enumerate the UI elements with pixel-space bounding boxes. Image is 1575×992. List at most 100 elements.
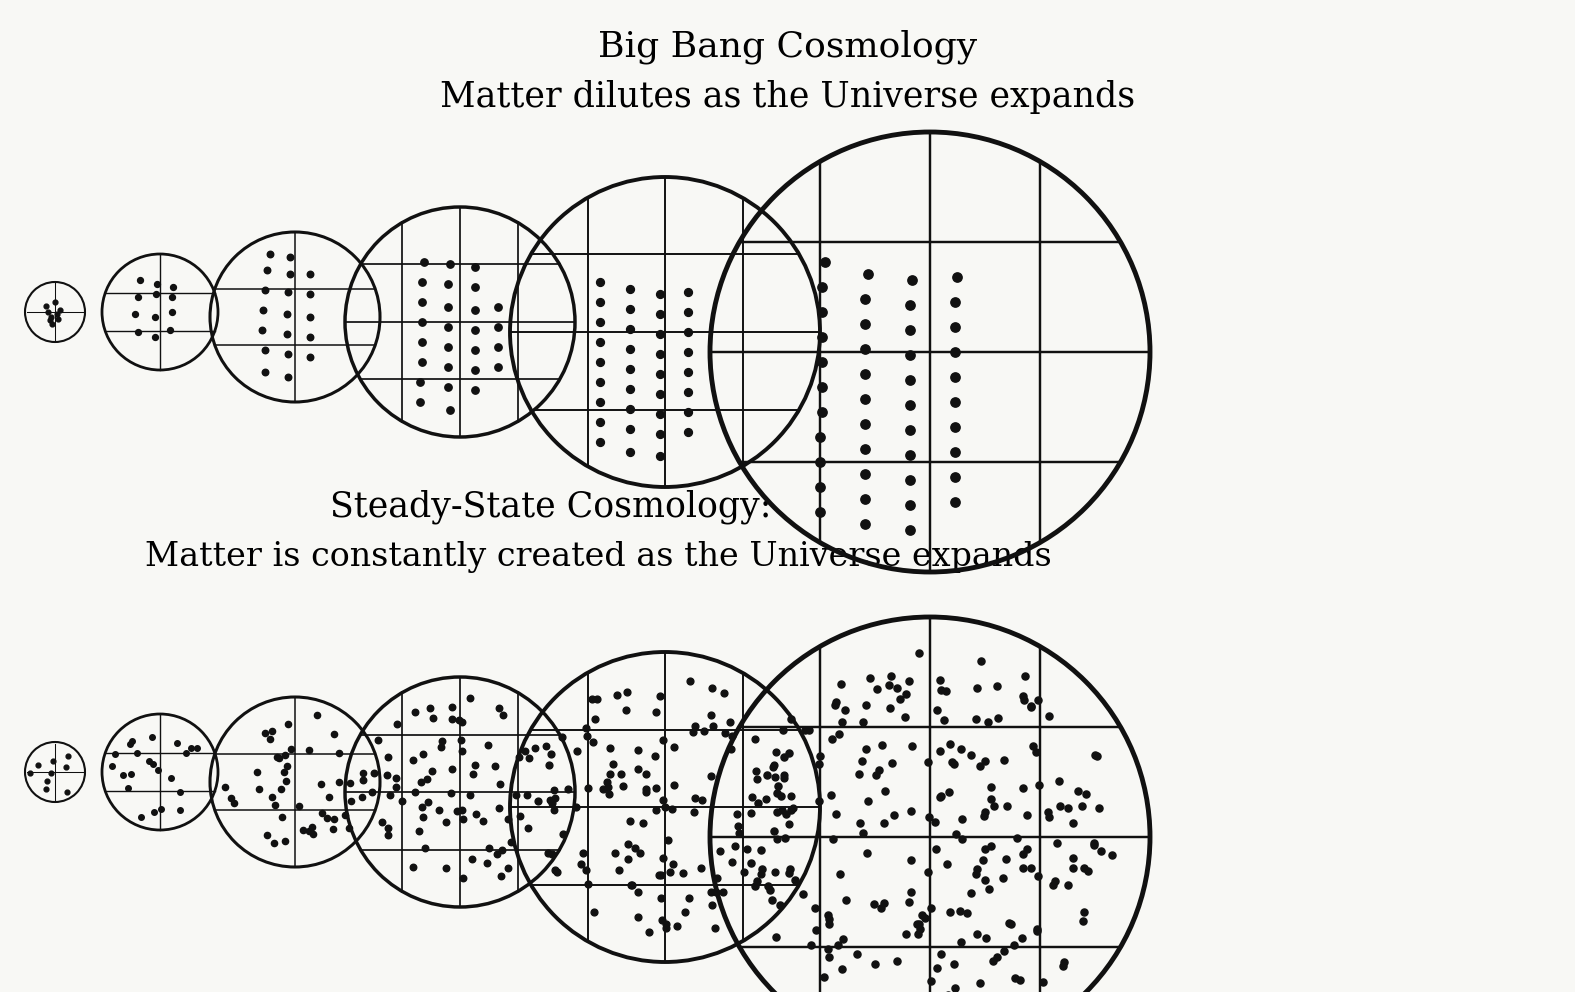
Point (44, 307, 69, 322)
Point (676, 324, 701, 340)
Point (852, 516, 877, 532)
Point (808, 430, 833, 445)
Point (647, 448, 673, 464)
Point (1041, 877, 1066, 893)
Point (806, 748, 832, 764)
Point (1011, 688, 1036, 704)
Point (359, 784, 384, 800)
Point (272, 747, 298, 763)
Point (581, 904, 606, 920)
Point (754, 768, 780, 784)
Point (967, 975, 992, 991)
Point (476, 737, 501, 753)
Point (417, 699, 443, 715)
Point (507, 750, 532, 766)
Point (699, 897, 724, 913)
Point (748, 866, 773, 882)
Point (298, 286, 323, 302)
Point (617, 281, 643, 297)
Point (907, 645, 932, 661)
Point (970, 852, 995, 868)
Point (978, 838, 1003, 854)
Point (799, 936, 824, 952)
Point (587, 274, 613, 290)
Point (446, 712, 471, 728)
Point (873, 783, 898, 799)
Point (499, 834, 524, 850)
Point (646, 867, 671, 883)
Point (276, 369, 301, 385)
Point (676, 404, 701, 420)
Point (213, 779, 238, 795)
Point (375, 819, 400, 835)
Point (507, 808, 532, 824)
Point (1069, 799, 1095, 814)
Point (435, 359, 460, 375)
Point (739, 805, 764, 820)
Point (673, 905, 698, 921)
Point (879, 669, 904, 684)
Point (159, 289, 184, 305)
Point (633, 784, 658, 800)
Point (811, 969, 836, 985)
Point (158, 322, 183, 338)
Point (102, 746, 128, 762)
Point (495, 860, 520, 876)
Point (690, 792, 715, 807)
Point (917, 808, 942, 824)
Point (450, 870, 476, 886)
Point (942, 419, 967, 434)
Point (38, 310, 63, 325)
Point (964, 681, 989, 696)
Point (964, 866, 989, 882)
Point (676, 364, 701, 380)
Point (301, 825, 326, 841)
Point (583, 711, 608, 727)
Point (984, 949, 1010, 965)
Point (383, 779, 408, 795)
Point (852, 416, 877, 432)
Point (46, 311, 71, 327)
Point (650, 793, 676, 808)
Point (676, 305, 701, 320)
Point (726, 817, 751, 833)
Point (438, 256, 463, 272)
Point (536, 845, 561, 861)
Point (847, 766, 873, 782)
Point (743, 878, 769, 894)
Point (942, 469, 967, 485)
Point (808, 454, 833, 470)
Point (118, 736, 143, 752)
Point (298, 329, 323, 345)
Point (898, 472, 923, 488)
Point (647, 688, 673, 704)
Point (764, 929, 789, 944)
Point (276, 284, 301, 300)
Point (827, 726, 852, 742)
Point (828, 677, 854, 692)
Point (606, 862, 632, 878)
Point (918, 973, 943, 989)
Point (1082, 835, 1107, 851)
Point (898, 297, 923, 312)
Point (619, 877, 644, 893)
Point (542, 803, 567, 818)
Point (1014, 807, 1040, 823)
Point (976, 881, 1002, 897)
Point (647, 426, 673, 441)
Point (1060, 860, 1085, 876)
Point (55, 748, 80, 764)
Point (600, 756, 625, 772)
Point (972, 805, 997, 820)
Point (167, 803, 192, 818)
Point (184, 740, 209, 756)
Point (847, 815, 873, 831)
Point (595, 779, 621, 795)
Point (778, 802, 803, 817)
Point (625, 884, 650, 900)
Point (819, 731, 844, 747)
Point (819, 787, 844, 803)
Point (745, 771, 770, 787)
Point (277, 266, 302, 282)
Point (691, 723, 717, 739)
